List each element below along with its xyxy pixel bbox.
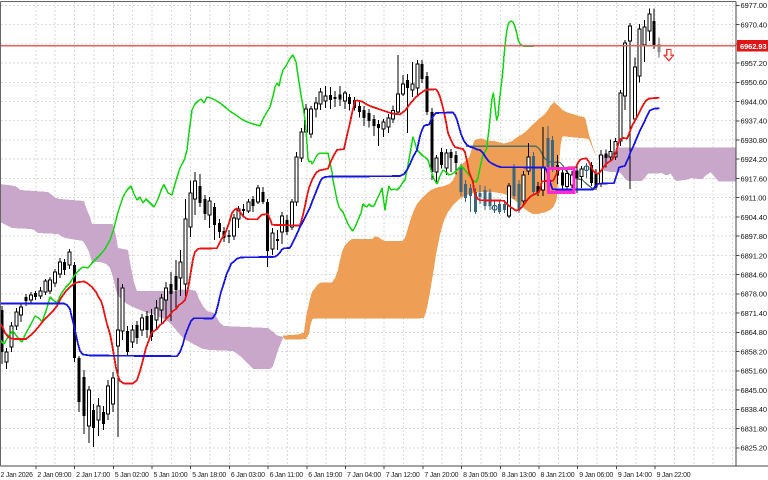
svg-text:6871.40: 6871.40	[741, 309, 767, 318]
svg-text:6878.00: 6878.00	[741, 290, 767, 299]
svg-text:6825.20: 6825.20	[741, 444, 767, 453]
svg-text:6891.20: 6891.20	[741, 251, 767, 260]
svg-text:8 Jan 13:00: 8 Jan 13:00	[502, 472, 536, 479]
svg-text:6970.40: 6970.40	[741, 20, 767, 29]
svg-text:6911.00: 6911.00	[741, 194, 767, 203]
svg-text:6957.20: 6957.20	[741, 59, 767, 68]
svg-text:6864.80: 6864.80	[741, 328, 767, 337]
svg-text:6897.80: 6897.80	[741, 232, 767, 241]
svg-text:2 Jan 17:00: 2 Jan 17:00	[76, 472, 110, 479]
svg-text:6944.00: 6944.00	[741, 97, 767, 106]
svg-text:6838.40: 6838.40	[741, 405, 767, 414]
svg-text:6904.40: 6904.40	[741, 213, 767, 222]
svg-text:6924.20: 6924.20	[741, 155, 767, 164]
svg-text:7 Jan 04:00: 7 Jan 04:00	[347, 472, 381, 479]
svg-text:6831.80: 6831.80	[741, 424, 767, 433]
svg-text:6950.60: 6950.60	[741, 78, 767, 87]
svg-text:7 Jan 12:00: 7 Jan 12:00	[386, 472, 420, 479]
svg-text:6930.80: 6930.80	[741, 136, 767, 145]
svg-text:6845.00: 6845.00	[741, 386, 767, 395]
svg-text:6977.00: 6977.00	[741, 1, 767, 10]
svg-text:6858.20: 6858.20	[741, 347, 767, 356]
svg-text:6937.40: 6937.40	[741, 117, 767, 126]
svg-text:6 Jan 19:00: 6 Jan 19:00	[308, 472, 342, 479]
svg-text:8 Jan 21:00: 8 Jan 21:00	[541, 472, 575, 479]
svg-text:7 Jan 20:00: 7 Jan 20:00	[424, 472, 458, 479]
svg-text:6917.60: 6917.60	[741, 174, 767, 183]
svg-text:8 Jan 05:00: 8 Jan 05:00	[463, 472, 497, 479]
svg-text:6884.60: 6884.60	[741, 271, 767, 280]
svg-text:2 Jan 09:00: 2 Jan 09:00	[37, 472, 71, 479]
svg-text:6851.60: 6851.60	[741, 367, 767, 376]
svg-text:6962.93: 6962.93	[740, 42, 766, 51]
svg-text:5 Jan 18:00: 5 Jan 18:00	[192, 472, 226, 479]
svg-text:5 Jan 10:00: 5 Jan 10:00	[154, 472, 188, 479]
svg-text:5 Jan 02:00: 5 Jan 02:00	[115, 472, 149, 479]
svg-text:9 Jan 14:00: 9 Jan 14:00	[618, 472, 652, 479]
svg-text:6 Jan 11:00: 6 Jan 11:00	[270, 472, 304, 479]
svg-text:6 Jan 03:00: 6 Jan 03:00	[231, 472, 265, 479]
svg-text:9 Jan 22:00: 9 Jan 22:00	[657, 472, 691, 479]
svg-text:2 Jan 2026: 2 Jan 2026	[1, 472, 33, 479]
svg-text:9 Jan 06:00: 9 Jan 06:00	[579, 472, 613, 479]
